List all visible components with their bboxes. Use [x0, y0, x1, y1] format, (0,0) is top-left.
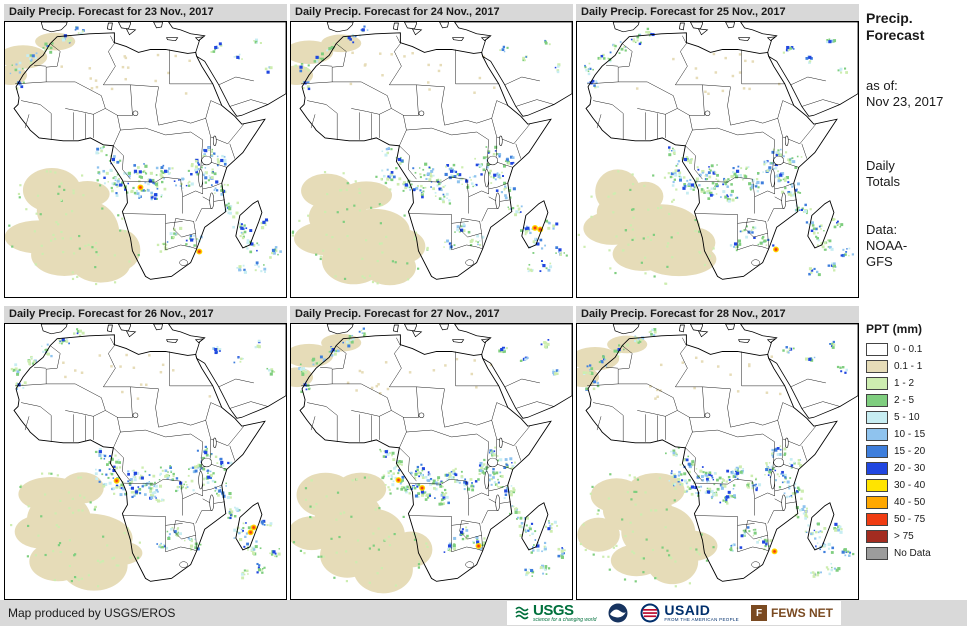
- usaid-logo: USAID FROM THE AMERICAN PEOPLE: [640, 603, 739, 623]
- legend-row: 15 - 20: [866, 445, 962, 458]
- legend-label: 0 - 0.1: [894, 344, 923, 355]
- legend-row: 30 - 40: [866, 479, 962, 492]
- panel-title: Daily Precip. Forecast for 26 Nov., 2017: [4, 306, 287, 323]
- forecast-panel: Daily Precip. Forecast for 27 Nov., 2017: [290, 306, 573, 600]
- usgs-wordmark: USGS: [532, 601, 574, 619]
- usgs-logo: USGS science for a changing world: [515, 601, 597, 623]
- legend-label: > 75: [894, 531, 914, 542]
- africa-precip-map: [291, 324, 572, 599]
- info-sidebar: Precip. Forecast as of: Nov 23, 2017 Dai…: [866, 10, 962, 564]
- africa-precip-map: [5, 324, 286, 599]
- legend-label: 40 - 50: [894, 497, 926, 508]
- noaa-emblem-icon: [608, 603, 628, 623]
- data-source-block: Data: NOAA- GFS: [866, 222, 962, 270]
- panel-title: Daily Precip. Forecast for 28 Nov., 2017: [576, 306, 859, 323]
- legend-swatch: [866, 360, 888, 373]
- africa-precip-map: [577, 324, 858, 599]
- legend-swatch: [866, 547, 888, 560]
- africa-precip-map: [291, 22, 572, 297]
- legend-row: 1 - 2: [866, 377, 962, 390]
- legend-label: 2 - 5: [894, 395, 915, 406]
- noaa-logo: [608, 603, 628, 623]
- map-frame: [290, 323, 573, 600]
- legend-row: No Data: [866, 547, 962, 560]
- legend-label: 0.1 - 1: [894, 361, 923, 372]
- fewsnet-logo: F FEWS NET: [751, 605, 833, 621]
- legend-row: 5 - 10: [866, 411, 962, 424]
- forecast-panel-grid: Daily Precip. Forecast for 23 Nov., 2017…: [4, 4, 859, 600]
- legend-label: 20 - 30: [894, 463, 926, 474]
- legend-swatch: [866, 462, 888, 475]
- panel-title: Daily Precip. Forecast for 25 Nov., 2017: [576, 4, 859, 21]
- as-of-date: Nov 23, 2017: [866, 94, 944, 109]
- legend: PPT (mm) 0 - 0.1 0.1 - 1 1 - 2 2 - 5 5 - 10 1…: [866, 322, 962, 560]
- legend-row: 0 - 0.1: [866, 343, 962, 356]
- legend-row: 50 - 75: [866, 513, 962, 526]
- map-frame: [4, 21, 287, 298]
- legend-label: 10 - 15: [894, 429, 926, 440]
- data-source-label: Data:: [866, 222, 898, 237]
- usaid-emblem-icon: [640, 603, 660, 623]
- fewsnet-globe-icon: F: [751, 605, 767, 621]
- legend-label: 15 - 20: [894, 446, 926, 457]
- legend-row: 20 - 30: [866, 462, 962, 475]
- usgs-tagline: science for a changing world: [532, 616, 597, 623]
- map-frame: [576, 323, 859, 600]
- forecast-panel: Daily Precip. Forecast for 23 Nov., 2017: [4, 4, 287, 298]
- legend-row: > 75: [866, 530, 962, 543]
- forecast-panel: Daily Precip. Forecast for 26 Nov., 2017: [4, 306, 287, 600]
- legend-label: No Data: [894, 548, 931, 559]
- fewsnet-wordmark: FEWS NET: [771, 606, 833, 620]
- usgs-wave-icon: [515, 606, 529, 620]
- legend-row: 40 - 50: [866, 496, 962, 509]
- legend-row: 2 - 5: [866, 394, 962, 407]
- sidebar-title: Precip. Forecast: [866, 10, 962, 44]
- legend-entries: 0 - 0.1 0.1 - 1 1 - 2 2 - 5 5 - 10 10 - 15 15 …: [866, 343, 962, 560]
- legend-swatch: [866, 445, 888, 458]
- data-source-line2: GFS: [866, 254, 893, 269]
- logo-strip: USGS science for a changing world USAID …: [506, 601, 841, 625]
- forecast-panel: Daily Precip. Forecast for 28 Nov., 2017: [576, 306, 859, 600]
- legend-swatch: [866, 513, 888, 526]
- legend-title: PPT (mm): [866, 322, 923, 336]
- legend-swatch: [866, 479, 888, 492]
- africa-precip-map: [577, 22, 858, 297]
- as-of-label: as of:: [866, 78, 898, 93]
- legend-row: 10 - 15: [866, 428, 962, 441]
- map-frame: [576, 21, 859, 298]
- totals-block: Daily Totals: [866, 158, 962, 190]
- map-credit: Map produced by USGS/EROS: [8, 606, 176, 620]
- legend-row: 0.1 - 1: [866, 360, 962, 373]
- legend-swatch: [866, 411, 888, 424]
- legend-swatch: [866, 496, 888, 509]
- footer-bar: Map produced by USGS/EROS USGS science f…: [0, 600, 967, 626]
- africa-precip-map: [5, 22, 286, 297]
- panel-title: Daily Precip. Forecast for 23 Nov., 2017: [4, 4, 287, 21]
- legend-swatch: [866, 530, 888, 543]
- legend-label: 5 - 10: [894, 412, 920, 423]
- sidebar-title-line2: Forecast: [866, 27, 925, 43]
- totals-line1: Daily: [866, 158, 895, 173]
- legend-label: 1 - 2: [894, 378, 915, 389]
- legend-swatch: [866, 343, 888, 356]
- data-source-line1: NOAA-: [866, 238, 908, 253]
- map-frame: [290, 21, 573, 298]
- legend-swatch: [866, 394, 888, 407]
- legend-label: 30 - 40: [894, 480, 926, 491]
- legend-swatch: [866, 428, 888, 441]
- usaid-wordmark: USAID: [664, 601, 711, 618]
- legend-swatch: [866, 377, 888, 390]
- forecast-panel: Daily Precip. Forecast for 25 Nov., 2017: [576, 4, 859, 298]
- map-frame: [4, 323, 287, 600]
- sidebar-title-line1: Precip.: [866, 10, 913, 26]
- usaid-tagline: FROM THE AMERICAN PEOPLE: [664, 616, 739, 622]
- forecast-panel: Daily Precip. Forecast for 24 Nov., 2017: [290, 4, 573, 298]
- legend-label: 50 - 75: [894, 514, 926, 525]
- totals-line2: Totals: [866, 174, 900, 189]
- panel-title: Daily Precip. Forecast for 27 Nov., 2017: [290, 306, 573, 323]
- panel-title: Daily Precip. Forecast for 24 Nov., 2017: [290, 4, 573, 21]
- as-of-block: as of: Nov 23, 2017: [866, 78, 962, 110]
